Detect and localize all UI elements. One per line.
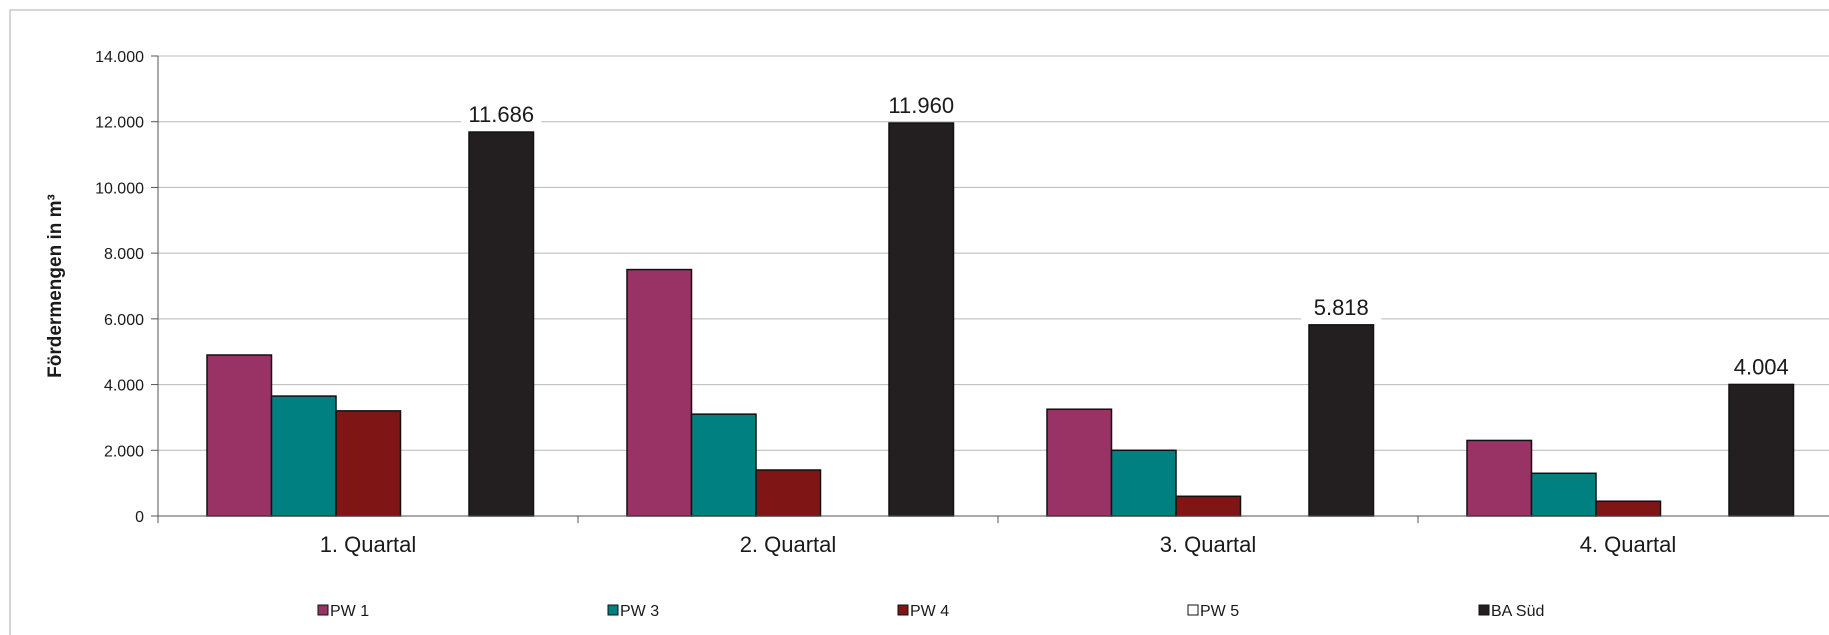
data-label-bg xyxy=(881,91,962,120)
y-tick-label: 4.000 xyxy=(104,378,144,395)
legend-label: PW 5 xyxy=(1200,603,1239,620)
legend-swatch xyxy=(897,604,909,616)
legend-label: PW 3 xyxy=(620,603,659,620)
data-label: 4.004 xyxy=(1734,354,1789,379)
legend-swatch xyxy=(317,604,329,616)
legend-label: PW 1 xyxy=(330,603,369,620)
bar-pw-4-q4 xyxy=(1595,500,1662,517)
category-labels: 1. Quartal 2. Quartal 3. Quartal 4. Quartal xyxy=(320,532,1677,557)
category-label: 1. Quartal xyxy=(320,532,417,557)
legend-label: PW 4 xyxy=(910,603,949,620)
y-tick-label: 2.000 xyxy=(104,443,144,460)
data-label: 5.818 xyxy=(1314,295,1369,320)
category-label: 4. Quartal xyxy=(1580,532,1677,557)
bar-pw-3-q1 xyxy=(270,395,337,517)
y-tick-label: 10.000 xyxy=(95,180,144,197)
bar-pw-3-q4 xyxy=(1530,472,1597,517)
y-tick-label: 6.000 xyxy=(104,312,144,329)
y-tick-label: 12.000 xyxy=(95,115,144,132)
legend: PW 1 PW 3 PW 4 PW 5 BA Süd xyxy=(317,603,1544,620)
bar-ba-s-d-q4 xyxy=(1728,383,1795,517)
y-axis-title: Fördermengen in m³ xyxy=(45,194,66,378)
bar-pw-4-q3 xyxy=(1175,495,1242,517)
legend-swatch xyxy=(1187,604,1199,616)
data-label-bg xyxy=(461,100,542,129)
bar-pw-3-q2 xyxy=(690,413,757,517)
legend-swatch xyxy=(607,604,619,616)
bar-ba-s-d-q3 xyxy=(1308,324,1375,517)
y-tick-label: 8.000 xyxy=(104,246,144,263)
bar-pw-1-q4 xyxy=(1466,439,1533,517)
data-label: 11.686 xyxy=(468,102,534,127)
legend-label: BA Süd xyxy=(1491,603,1544,620)
bar-pw-1-q2 xyxy=(626,268,693,517)
bar-pw-1-q1 xyxy=(206,354,273,517)
bar-pw-4-q1 xyxy=(335,410,402,517)
legend-swatch xyxy=(1478,604,1490,616)
axes xyxy=(157,56,1829,517)
category-label: 3. Quartal xyxy=(1160,532,1257,557)
data-label-bg xyxy=(1721,352,1802,381)
y-tick-label: 14.000 xyxy=(95,49,144,66)
bar-ba-s-d-q1 xyxy=(468,131,535,517)
bar-pw-3-q3 xyxy=(1110,449,1177,517)
gridlines xyxy=(151,55,1829,523)
data-labels: 11.686 11.960 5.818 4.004 xyxy=(461,91,1802,381)
bar-pw-1-q3 xyxy=(1046,408,1113,517)
bars xyxy=(206,122,1795,517)
data-label-bg xyxy=(1301,292,1382,321)
bar-ba-s-d-q2 xyxy=(888,122,955,517)
category-label: 2. Quartal xyxy=(740,532,837,557)
bar-pw-4-q2 xyxy=(755,469,822,517)
y-tick-label: 0 xyxy=(135,509,144,526)
y-tick-labels: 0 2.000 4.000 6.000 8.000 10.000 12.000 14.000 xyxy=(95,49,144,526)
data-label: 11.960 xyxy=(888,93,954,118)
